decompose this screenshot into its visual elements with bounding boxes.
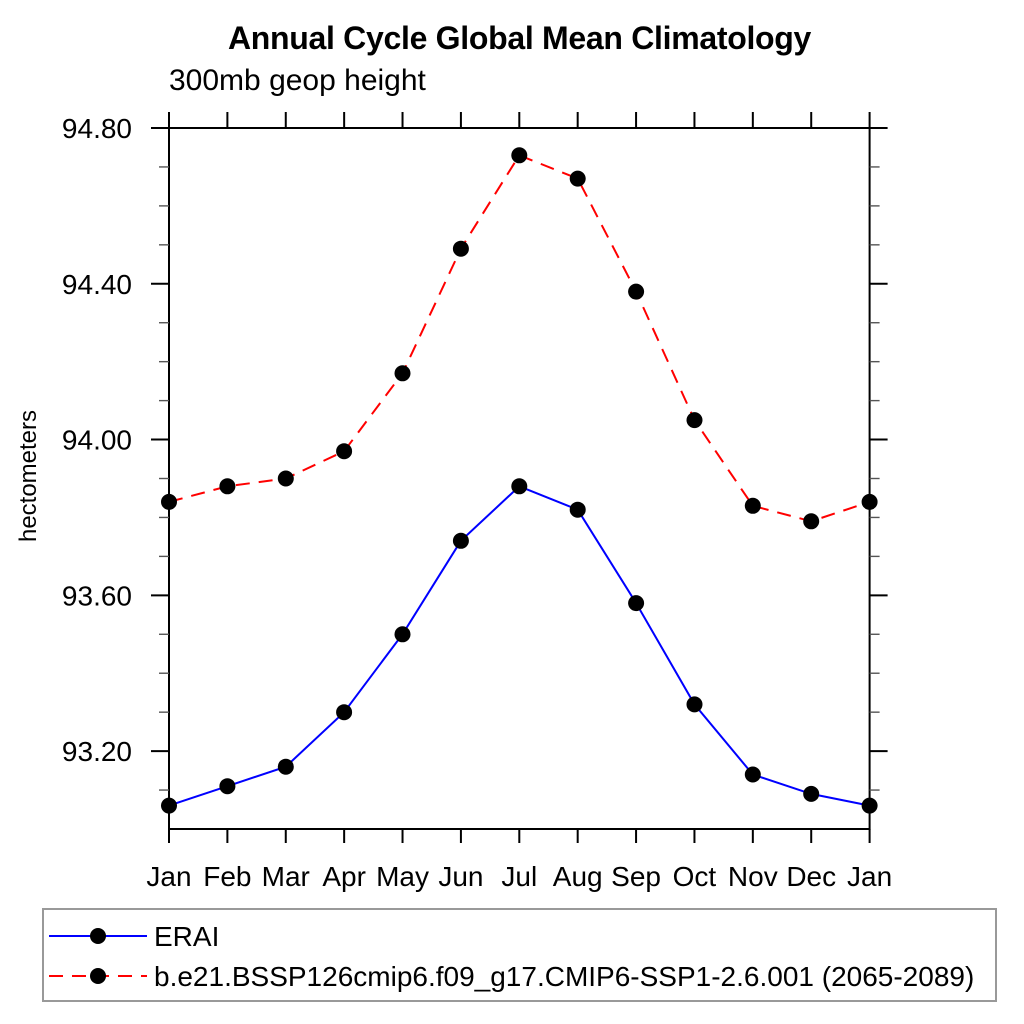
data-point-marker [628,595,645,612]
legend: ERAI b.e21.BSSP126cmip6.f09_g17.CMIP6-SSP… [42,908,997,1002]
x-axis-label: Jan [146,861,191,892]
data-point-marker [277,470,294,487]
x-axis-label: Mar [262,861,310,892]
data-point-marker [569,170,586,187]
series-line [168,485,870,807]
chart-title: Annual Cycle Global Mean Climatology [227,20,812,56]
data-point-marker [686,412,703,429]
data-point-marker [452,532,469,549]
x-axis-label: Jul [501,861,537,892]
y-tick-label: 94.40 [62,269,132,300]
x-axis-label: Apr [322,861,366,892]
y-tick-label: 94.80 [62,113,132,144]
data-point-marker [861,797,878,814]
x-axis-label: Aug [553,861,603,892]
x-axis-label: Jan [847,861,892,892]
data-point-marker [511,147,528,164]
series-line [168,154,870,523]
x-axis-label: Jun [438,861,483,892]
data-point-marker [161,493,177,510]
legend-marker [90,928,106,944]
y-tick-label: 93.20 [62,736,132,767]
data-point-marker [336,704,353,721]
x-axis-label: Dec [786,861,836,892]
data-point-marker [394,365,411,382]
x-axis-label: May [376,861,429,892]
x-axis-label: Nov [728,861,778,892]
legend-label: b.e21.BSSP126cmip6.f09_g17.CMIP6-SSP1-2.… [154,961,974,992]
data-point-marker [394,626,411,643]
data-point-marker [336,443,353,460]
data-point-marker [219,778,236,795]
data-point-marker [219,478,236,495]
legend-marker [90,968,106,984]
legend-label: ERAI [154,921,219,952]
data-point-marker [569,501,586,518]
data-point-marker [628,283,645,300]
data-point-marker [277,758,294,775]
data-point-marker [803,785,820,802]
data-point-marker [861,493,878,510]
y-axis-title: hectometers [15,410,42,542]
data-point-marker [744,497,761,514]
data-point-marker [161,797,177,814]
x-axis-label: Oct [673,861,717,892]
x-axis-label: Feb [203,861,251,892]
y-tick-label: 93.60 [62,580,132,611]
chart-subtitle: 300mb geop height [169,64,426,97]
data-point-marker [803,513,820,530]
x-axis-label: Sep [611,861,661,892]
data-point-marker [511,478,528,495]
y-tick-label: 94.00 [62,425,132,456]
data-point-marker [452,240,469,257]
data-point-marker [744,766,761,783]
data-point-marker [686,696,703,713]
legend-content: ERAI b.e21.BSSP126cmip6.f09_g17.CMIP6-SSP… [49,921,974,992]
